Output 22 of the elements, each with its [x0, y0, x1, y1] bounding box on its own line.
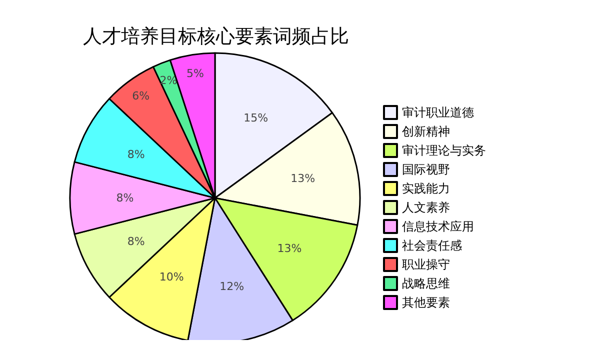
data-label: 6% [132, 89, 150, 102]
data-label: 5% [186, 66, 204, 80]
data-label: 8% [127, 234, 145, 248]
legend-label: 战略思维 [402, 276, 450, 290]
data-label: 10% [159, 270, 184, 284]
data-label: 12% [220, 280, 244, 293]
legend-label: 职业操守 [402, 258, 450, 272]
legend-label: 创新精神 [402, 124, 450, 138]
data-label: 13% [290, 172, 316, 185]
data-label: 8% [127, 148, 145, 162]
legend-label: 其他要素 [402, 296, 450, 310]
legend-label: 信息技术应用 [402, 220, 474, 234]
data-label: 8% [116, 192, 134, 204]
legend-label: 社会责任感 [402, 238, 462, 252]
legend-label: 审计理论与实务 [402, 144, 486, 158]
legend-label: 国际视野 [402, 162, 450, 176]
legend-label: 实践能力 [402, 182, 450, 196]
data-label: 15% [244, 111, 268, 124]
chart-title: 人才培养目标核心要素词频占比 [83, 26, 349, 48]
data-label: 13% [277, 242, 302, 256]
legend-label: 审计职业道德 [402, 106, 474, 120]
legend-label: 人文素养 [402, 200, 450, 214]
